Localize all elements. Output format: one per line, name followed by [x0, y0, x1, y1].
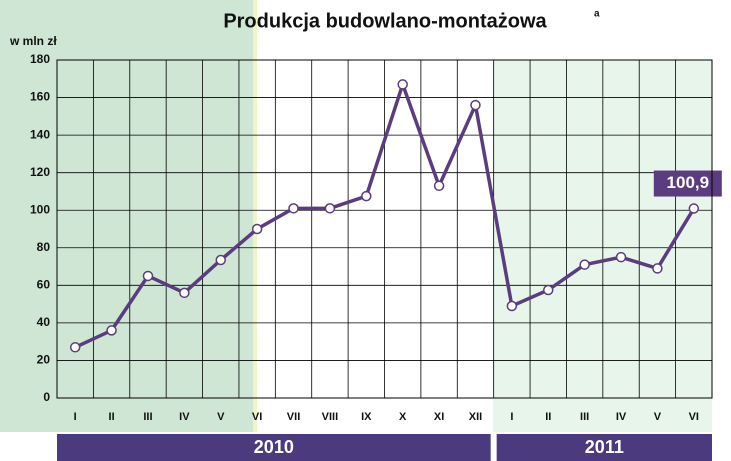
data-point	[615, 251, 627, 263]
data-point	[106, 325, 117, 336]
y-tick-label: 80	[37, 240, 51, 254]
data-point	[142, 270, 154, 282]
data-point	[433, 180, 445, 192]
x-tick-label: VII	[287, 411, 300, 423]
y-tick-label: 60	[37, 278, 51, 292]
x-tick-label: II	[109, 411, 115, 423]
x-tick-label: V	[654, 411, 662, 423]
data-point	[361, 190, 372, 202]
data-point	[288, 203, 299, 214]
data-point	[179, 287, 190, 299]
year-label: 2011	[585, 437, 624, 457]
x-tick-label: IV	[616, 411, 627, 423]
y-tick-label: 100	[30, 202, 50, 216]
x-tick-label: IX	[361, 411, 372, 423]
y-tick-label: 140	[30, 127, 50, 141]
chart-title: Produkcja budowlano-montażowa	[223, 10, 547, 32]
x-tick-label: I	[510, 411, 513, 423]
y-tick-label: 120	[30, 165, 50, 179]
year-band	[57, 434, 491, 461]
shade-2010-h1	[0, 0, 253, 432]
data-point	[652, 263, 663, 274]
x-tick-label: III	[143, 411, 152, 423]
data-line	[74, 79, 696, 349]
x-tick-label: X	[399, 411, 407, 423]
data-point	[543, 284, 554, 296]
shade-strip	[253, 0, 257, 432]
value-label-box	[653, 170, 722, 197]
x-tick-label: I	[74, 411, 77, 423]
x-tick-label: XI	[434, 411, 444, 423]
data-point	[470, 99, 481, 111]
year-label: 2010	[254, 437, 294, 457]
data-point	[579, 259, 590, 270]
x-tick-label: VI	[252, 411, 262, 423]
year-band	[496, 434, 712, 461]
x-tick-label: II	[545, 411, 551, 423]
data-point	[506, 300, 518, 312]
data-point	[69, 342, 81, 353]
y-tick-label: 40	[37, 315, 51, 329]
data-point	[688, 203, 700, 214]
x-tick-label: VIII	[322, 411, 339, 423]
y-axis-label: w mln zł	[9, 34, 57, 48]
y-tick-label: 160	[30, 90, 50, 104]
x-tick-label: IV	[179, 411, 190, 423]
y-tick-label: 0	[43, 390, 50, 404]
data-point	[251, 223, 263, 235]
x-tick-label: VI	[689, 411, 699, 423]
plot-border	[56, 59, 713, 399]
y-tick-label: 180	[30, 52, 50, 66]
x-tick-label: III	[580, 411, 589, 423]
data-point	[324, 203, 336, 214]
y-tick-label: 20	[37, 353, 51, 367]
x-tick-label: XII	[469, 411, 482, 423]
x-tick-label: V	[217, 411, 225, 423]
value-label: 100,9	[667, 173, 710, 192]
title-note: a	[594, 9, 600, 20]
data-point	[215, 254, 226, 266]
data-point	[397, 79, 408, 90]
